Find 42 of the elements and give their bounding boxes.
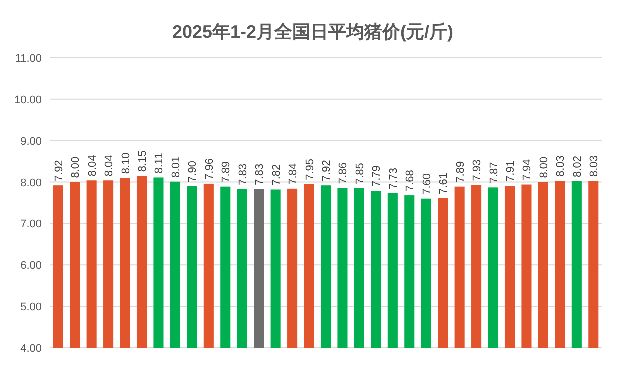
data-label: 8.10	[120, 152, 132, 174]
data-label: 7.83	[254, 164, 266, 186]
y-tick-label: 10.00	[14, 94, 42, 106]
y-tick-label: 5.00	[20, 302, 42, 314]
data-label: 7.83	[237, 164, 250, 186]
data-label: 8.11	[154, 153, 166, 174]
data-label: 7.92	[53, 160, 66, 182]
data-label: 7.86	[338, 162, 350, 184]
y-tick-label: 6.00	[20, 260, 42, 272]
y-tick-label: 8.00	[20, 177, 42, 190]
data-label: 7.85	[354, 163, 366, 184]
data-label: 7.89	[454, 161, 467, 183]
data-label: 7.68	[404, 170, 417, 192]
data-label: 8.15	[137, 150, 149, 172]
data-label: 7.90	[187, 161, 200, 182]
data-label: 8.04	[104, 155, 116, 177]
data-label: 7.96	[204, 158, 216, 180]
y-tick-label: 4.00	[20, 343, 42, 355]
data-label: 8.04	[86, 155, 99, 177]
data-label: 8.03	[588, 156, 601, 178]
data-label: 8.02	[572, 156, 584, 178]
data-label: 7.87	[488, 162, 500, 184]
data-label: 7.60	[421, 173, 434, 195]
data-label: 8.03	[555, 156, 568, 178]
data-label: 7.89	[220, 161, 233, 183]
data-label: 8.00	[70, 156, 82, 178]
chart-title: 2025年1-2月全国日平均猪价(元/斤)	[172, 22, 454, 42]
data-label: 7.84	[288, 163, 300, 185]
data-label: 7.92	[321, 160, 333, 182]
data-label: 7.95	[304, 158, 316, 180]
data-label: 7.73	[388, 168, 400, 190]
y-tick-label: 9.00	[20, 136, 42, 148]
data-label: 8.00	[538, 156, 550, 178]
data-label: 7.82	[270, 164, 283, 186]
data-label: 7.91	[505, 160, 517, 182]
y-tick-label: 11.00	[15, 53, 42, 65]
data-label: 7.94	[522, 159, 534, 181]
data-label: 7.79	[371, 166, 384, 187]
data-label: 7.93	[472, 160, 484, 182]
data-label: 7.61	[438, 173, 450, 194]
data-label: 8.01	[170, 156, 182, 178]
y-tick-label: 7.00	[20, 218, 42, 231]
